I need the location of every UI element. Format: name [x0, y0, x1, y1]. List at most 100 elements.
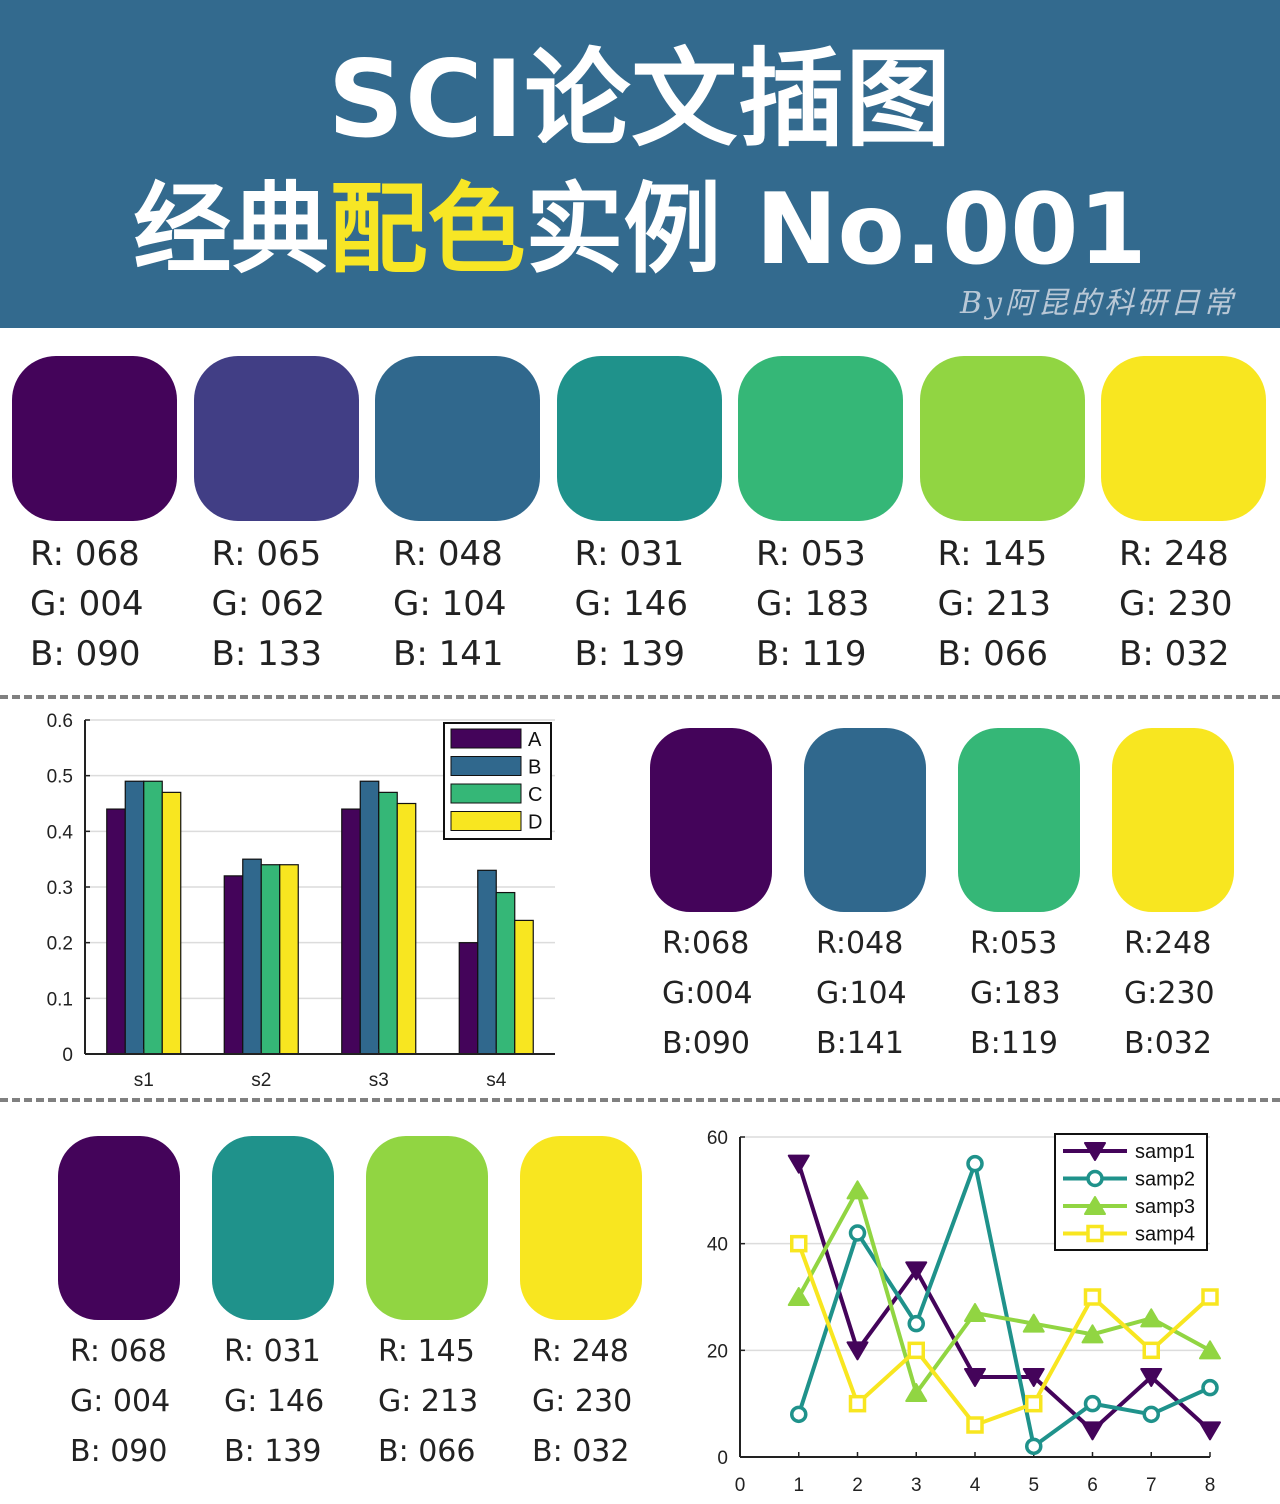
rgb-value-g: G: 146	[574, 584, 689, 624]
rgb-value-g: G: 004	[70, 1384, 171, 1419]
title-line-2: 经典配色实例 No.001	[0, 172, 1280, 288]
rgb-value-b: B:141	[816, 1026, 904, 1061]
rgb-value-g: G:230	[1124, 976, 1215, 1011]
x-tick-label: s2	[251, 1070, 271, 1091]
x-tick-label: 3	[911, 1475, 922, 1496]
y-tick-label: 0.6	[47, 711, 73, 732]
rgb-value-b: B: 141	[393, 634, 504, 674]
legend-swatch	[450, 756, 522, 776]
bar-B-s2	[242, 858, 262, 1055]
x-tick-label: 7	[1146, 1475, 1157, 1496]
rgb-value-r: R: 031	[224, 1334, 321, 1369]
legend-marker	[1086, 1169, 1104, 1188]
point-samp4-1	[790, 1234, 808, 1253]
color-swatch	[520, 1136, 642, 1320]
rgb-value-r: R:053	[970, 926, 1058, 961]
rgb-value-b: B:090	[662, 1026, 750, 1061]
rgb-value-b: B: 133	[211, 634, 322, 674]
bar-A-s4	[458, 942, 479, 1055]
point-samp1-4	[964, 1368, 986, 1387]
legend-swatch	[450, 811, 522, 831]
color-swatch	[650, 728, 772, 912]
legend-swatch	[450, 783, 522, 804]
divider-2	[0, 1098, 1280, 1102]
rgb-value-r: R: 248	[1119, 534, 1229, 574]
rgb-value-b: B: 090	[30, 634, 141, 674]
rgb-value-b: B: 119	[756, 634, 867, 674]
rgb-value-r: R:048	[816, 926, 904, 961]
rgb-value-g: G: 230	[532, 1384, 633, 1419]
rgb-value-r: R: 048	[393, 534, 503, 574]
point-samp4-8	[1201, 1288, 1219, 1306]
rgb-value-r: R: 053	[756, 534, 866, 574]
x-tick-label: 1	[793, 1475, 804, 1496]
point-samp3-4	[964, 1303, 986, 1322]
bar-D-s4	[514, 919, 534, 1055]
legend-label: samp1	[1135, 1141, 1195, 1163]
point-samp3-2	[846, 1180, 869, 1200]
color-swatch	[804, 728, 926, 912]
point-samp2-2	[848, 1224, 867, 1242]
point-samp4-2	[848, 1394, 867, 1413]
legend-marker	[1086, 1224, 1104, 1243]
color-swatch	[919, 356, 1085, 521]
rgb-value-b: B:119	[970, 1026, 1058, 1061]
rgb-value-b: B: 032	[532, 1434, 630, 1469]
point-samp2-6	[1083, 1394, 1102, 1413]
y-tick-label: 0.4	[47, 822, 74, 843]
legend-marker	[1084, 1142, 1106, 1161]
legend-label: samp4	[1135, 1224, 1195, 1246]
rgb-value-g: G: 062	[211, 584, 326, 624]
x-tick-label: 6	[1087, 1475, 1098, 1496]
legend-swatch	[450, 728, 522, 749]
y-tick-label: 0	[717, 1448, 728, 1469]
title-part-c: 实例 No.001	[525, 173, 1147, 287]
point-samp4-3	[907, 1341, 925, 1360]
header-banner: SCI论文插图 经典配色实例 No.001 By阿昆的科研日常	[0, 0, 1280, 328]
point-samp1-6	[1081, 1421, 1104, 1441]
point-samp4-5	[1025, 1394, 1043, 1413]
bar-A-s1	[106, 808, 126, 1055]
rgb-value-r: R: 068	[70, 1334, 167, 1369]
point-samp3-7	[1140, 1308, 1163, 1328]
point-samp2-5	[1025, 1437, 1043, 1456]
legend-label: B	[528, 757, 541, 779]
line-samp4	[796, 1242, 1212, 1428]
color-swatch	[556, 356, 722, 521]
bar-B-s3	[359, 780, 380, 1055]
bar-C-s3	[378, 791, 398, 1055]
point-samp4-6	[1083, 1288, 1102, 1306]
rgb-value-g: G: 213	[937, 584, 1052, 624]
title-line-1: SCI论文插图	[327, 38, 953, 161]
legend-marker	[1084, 1196, 1106, 1215]
point-samp1-3	[905, 1261, 928, 1281]
bar-D-s3	[396, 802, 417, 1055]
x-tick-label: 5	[1028, 1475, 1039, 1496]
x-tick-label: s3	[369, 1070, 389, 1091]
title-part-highlight: 配色	[329, 173, 526, 287]
rgb-value-g: G:183	[970, 976, 1061, 1011]
rgb-value-r: R: 145	[937, 534, 1048, 574]
rgb-value-r: R: 145	[378, 1334, 475, 1369]
point-samp1-1	[787, 1154, 810, 1174]
color-swatch	[193, 356, 359, 521]
line-samp1	[796, 1163, 1212, 1434]
rgb-value-b: B:032	[1124, 1026, 1212, 1061]
x-tick-label: s4	[486, 1070, 507, 1091]
bar-B-s4	[477, 869, 497, 1055]
rgb-value-r: R:248	[1124, 926, 1212, 961]
rgb-value-g: G: 213	[378, 1384, 479, 1419]
y-tick-label: 40	[707, 1235, 728, 1256]
bar-D-s1	[161, 791, 182, 1055]
point-samp1-7	[1140, 1368, 1163, 1387]
rgb-value-r: R: 248	[532, 1334, 629, 1369]
line-chart: 0 20 40 60 0 1 2 3 4 5 6 7 8 samp1 samp2 samp3 samp4	[707, 1128, 1221, 1496]
x-tick-label: 0	[735, 1475, 746, 1496]
rgb-value-g: G: 104	[393, 584, 507, 624]
point-samp1-5	[1022, 1368, 1045, 1387]
byline: By阿昆的科研日常	[960, 286, 1236, 321]
point-samp3-5	[1022, 1313, 1045, 1333]
line-samp2	[796, 1156, 1211, 1450]
point-samp2-3	[907, 1314, 925, 1333]
